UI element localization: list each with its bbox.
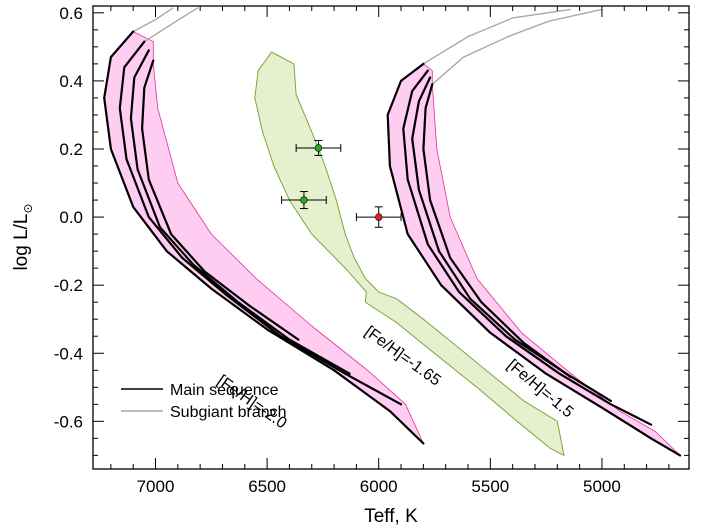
y-tick-label--0.4: -0.4	[54, 344, 83, 363]
y-axis-title-main: log L/L	[11, 214, 32, 271]
ticks: 7000 6500 6000 5500 5000 -0.6 -0.4 -0.2 0.0 0.2 0.…	[54, 4, 689, 496]
legend-main-sequence-label: Main sequence	[170, 382, 279, 399]
band-1-main-sequence-track-0	[386, 62, 682, 457]
band-1-subgiant-track-0	[423, 8, 571, 65]
y-tick-label-0.2: 0.2	[59, 140, 83, 159]
x-tick-label-7000: 7000	[137, 477, 175, 496]
y-tick-label--0.6: -0.6	[54, 412, 83, 431]
band-0-main-sequence-track-1	[118, 40, 403, 406]
y-tick-label-0.4: 0.4	[59, 72, 83, 91]
x-axis-title: Teff, K	[364, 506, 418, 527]
band-0-main-sequence-track-3	[141, 59, 300, 341]
band-1-subgiant-track-1	[431, 8, 603, 85]
band-1-main-sequence-track-3	[422, 83, 572, 379]
y-axis-title: log L/L⊙	[11, 203, 35, 270]
star-1-point	[300, 196, 308, 204]
star-0-point	[314, 144, 323, 152]
y-tick-label--0.2: -0.2	[54, 276, 83, 295]
x-tick-label-5000: 5000	[583, 477, 621, 496]
star-2-point	[375, 213, 383, 221]
band-0-main-sequence-track-0	[103, 30, 425, 445]
band-1-main-sequence-track-1	[402, 69, 653, 426]
tracks-layer	[103, 7, 682, 457]
x-tick-label-6500: 6500	[248, 477, 286, 496]
band-1-envelope	[387, 63, 681, 456]
band-0-subgiant-track-0	[132, 7, 174, 33]
x-tick-label-5500: 5500	[471, 477, 509, 496]
legend-subgiant-label: Subgiant branch	[170, 404, 287, 421]
legend: Main sequence Subgiant branch	[121, 382, 287, 421]
y-tick-label-0.6: 0.6	[59, 4, 83, 23]
plot-frame	[92, 5, 690, 470]
x-tick-label-6000: 6000	[360, 477, 398, 496]
band-0-main-sequence-track-2	[129, 49, 351, 375]
y-tick-label-0: 0.0	[59, 208, 83, 227]
band-0-subgiant-track-1	[143, 7, 199, 43]
y-axis-title-sun: ⊙	[21, 203, 35, 213]
green-region	[254, 51, 565, 456]
stars-layer	[281, 139, 402, 228]
axes	[92, 5, 690, 470]
